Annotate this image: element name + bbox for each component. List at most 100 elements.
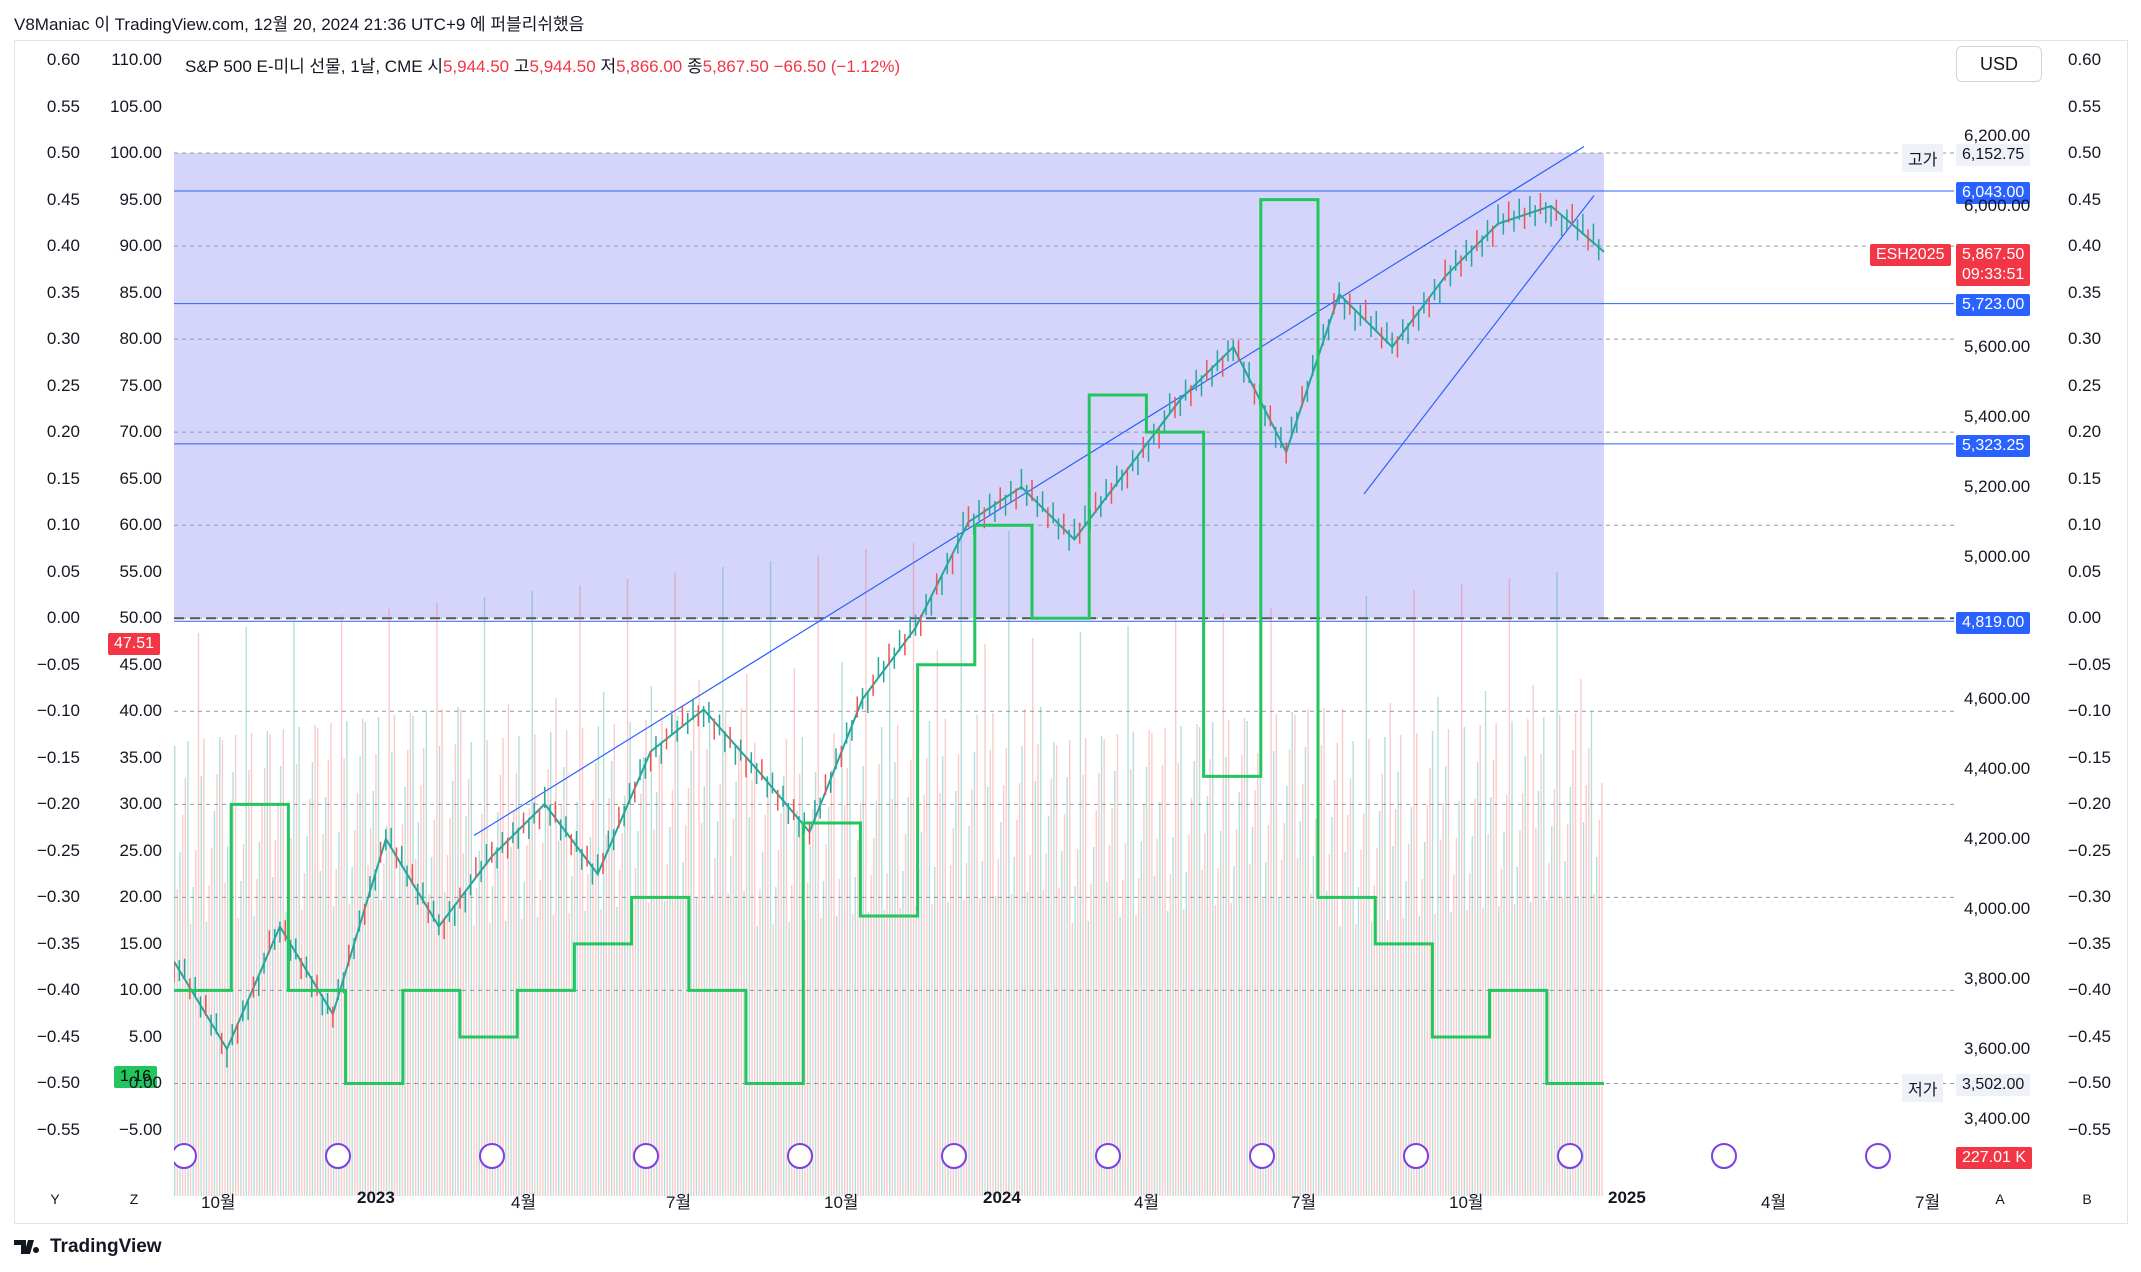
volume-bar bbox=[1315, 819, 1317, 1196]
volume-bar bbox=[494, 849, 496, 1196]
volume-bar bbox=[1516, 867, 1519, 1196]
volume-bar bbox=[287, 875, 290, 1196]
volume-bar bbox=[1053, 742, 1055, 1196]
right-osc-tick: −0.45 bbox=[2068, 1026, 2112, 1046]
volume-bar bbox=[997, 859, 999, 1196]
volume-bar bbox=[1177, 763, 1180, 1196]
volume-bar bbox=[973, 752, 976, 1196]
scale-button-z[interactable]: Z bbox=[129, 1191, 139, 1207]
volume-bar bbox=[271, 877, 274, 1196]
volume-bar bbox=[422, 748, 425, 1196]
left-osc-tick: −0.05 bbox=[36, 654, 80, 674]
volume-bar bbox=[830, 770, 833, 1196]
volume-bar bbox=[589, 837, 592, 1196]
right-osc-tick: −0.20 bbox=[2068, 794, 2112, 813]
volume-bar bbox=[761, 852, 764, 1196]
volume-bar bbox=[1569, 787, 1571, 1196]
level-tag-1: 6,043.00 bbox=[1956, 182, 2031, 204]
volume-bar bbox=[859, 803, 862, 1196]
volume-bar bbox=[854, 877, 856, 1196]
volume-bar bbox=[587, 874, 589, 1196]
volume-bar bbox=[1180, 726, 1182, 1196]
volume-bar bbox=[528, 808, 531, 1196]
scale-button-b[interactable]: B bbox=[2082, 1191, 2092, 1207]
time-tick: 7월 bbox=[1915, 1193, 1941, 1212]
volume-bar bbox=[1413, 590, 1415, 1196]
countdown-tag: 09:33:51 bbox=[1956, 264, 2031, 286]
volume-bar bbox=[407, 750, 409, 1196]
volume-bar bbox=[1021, 746, 1023, 1196]
volume-bar bbox=[176, 889, 179, 1196]
event-marker-icon bbox=[1249, 1143, 1275, 1169]
volume-bar bbox=[862, 766, 864, 1196]
volume-bar bbox=[200, 776, 202, 1196]
volume-bar bbox=[309, 799, 311, 1196]
volume-bar bbox=[1601, 783, 1603, 1196]
volume-bar bbox=[1368, 739, 1370, 1196]
volume-bar bbox=[968, 826, 970, 1196]
volume-bar bbox=[245, 627, 247, 1196]
volume-bar bbox=[1100, 736, 1103, 1196]
volume-bar bbox=[266, 731, 269, 1196]
volume-bar bbox=[1217, 868, 1219, 1196]
volume-bar bbox=[1140, 841, 1142, 1196]
trend-line-upper bbox=[473, 145, 1585, 837]
volume-bar bbox=[1582, 822, 1585, 1196]
volume-bar bbox=[581, 728, 584, 1196]
left-scale-tick: 110.00 bbox=[111, 50, 162, 69]
volume-bar bbox=[934, 867, 936, 1196]
volume-bar bbox=[301, 910, 303, 1196]
volume-bar bbox=[642, 757, 645, 1196]
volume-bar bbox=[849, 731, 851, 1196]
volume-bar bbox=[454, 744, 457, 1196]
volume-bar bbox=[1418, 916, 1421, 1196]
currency-button[interactable]: USD bbox=[1956, 46, 2042, 82]
auto-scale-button[interactable]: A bbox=[1995, 1191, 2005, 1207]
volume-bar bbox=[1588, 748, 1590, 1196]
volume-bar bbox=[1071, 923, 1074, 1196]
volume-bar bbox=[1108, 845, 1111, 1196]
volume-bar bbox=[1182, 909, 1185, 1196]
volume-bar bbox=[377, 717, 380, 1196]
event-marker-icon bbox=[941, 1143, 967, 1169]
left-osc-tick: 0.20 bbox=[46, 422, 80, 441]
tradingview-logo[interactable]: TradingView bbox=[14, 1236, 162, 1258]
volume-bar bbox=[1540, 754, 1542, 1196]
left-scale-tick: 40.00 bbox=[119, 701, 162, 720]
volume-bar bbox=[1508, 578, 1511, 1196]
volume-bar bbox=[256, 879, 258, 1196]
volume-bar bbox=[1302, 784, 1304, 1196]
volume-bar bbox=[698, 680, 700, 1196]
volume-bar bbox=[1339, 926, 1341, 1196]
volume-bar bbox=[1209, 759, 1211, 1196]
chart-frame bbox=[14, 40, 2128, 1224]
volume-bar bbox=[971, 789, 973, 1196]
price-tick: 5,000.00 bbox=[1964, 547, 2031, 566]
volume-bar bbox=[1577, 896, 1579, 1196]
volume-bar bbox=[470, 742, 472, 1196]
volume-bar bbox=[1066, 777, 1068, 1196]
volume-bar bbox=[1500, 869, 1503, 1196]
event-marker-icon bbox=[787, 1143, 813, 1169]
volume-bar bbox=[1482, 908, 1484, 1196]
volume-bar bbox=[261, 805, 263, 1196]
volume-bar bbox=[338, 832, 340, 1196]
volume-bar bbox=[1204, 833, 1206, 1196]
volume-bar bbox=[356, 793, 359, 1196]
volume-bar bbox=[732, 819, 735, 1196]
volume-bar bbox=[663, 901, 666, 1196]
volume-bar bbox=[870, 875, 872, 1196]
volume-bar bbox=[1151, 733, 1153, 1196]
log-scale-button-y[interactable]: Y bbox=[50, 1191, 60, 1207]
left-osc-tick: 0.60 bbox=[46, 50, 80, 69]
volume-bar bbox=[947, 902, 949, 1196]
price-tick: 3,400.00 bbox=[1964, 1109, 2031, 1128]
volume-bar bbox=[820, 918, 822, 1196]
volume-bar bbox=[1074, 886, 1076, 1196]
volume-bar bbox=[655, 792, 658, 1196]
volume-bar bbox=[1532, 685, 1534, 1196]
volume-bar bbox=[1347, 815, 1349, 1196]
price-chart[interactable] bbox=[174, 136, 1954, 1196]
volume-bar bbox=[1495, 723, 1497, 1196]
volume-bar bbox=[928, 721, 931, 1196]
